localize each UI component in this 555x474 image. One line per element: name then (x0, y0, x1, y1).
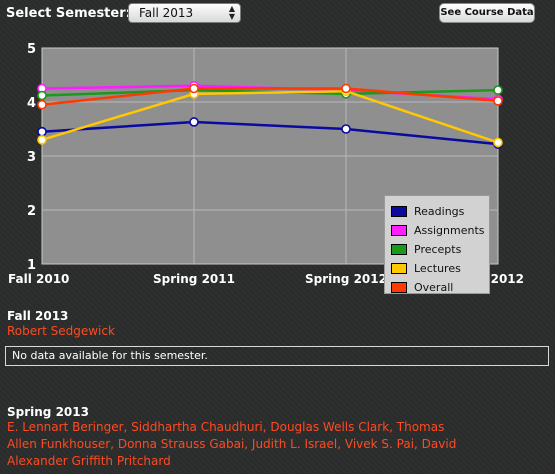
no-data-notice: No data available for this semester. (5, 346, 549, 366)
fall-2013-instructors: Robert Sedgewick (7, 324, 115, 338)
series-point-lectures (37, 135, 47, 145)
legend-item-readings: Readings (391, 202, 489, 221)
semester-label: Select Semester: (6, 6, 131, 21)
legend-label: Assignments (414, 224, 485, 237)
series-point-lectures (493, 137, 503, 148)
legend-swatch (391, 282, 407, 293)
legend-swatch (391, 206, 407, 217)
legend-item-precepts: Precepts (391, 240, 489, 259)
series-point-readings (37, 126, 47, 137)
series-point-readings (189, 117, 199, 127)
spring-2013-instructors-line-2: Allen Funkhouser, Donna Strauss Gabai, J… (7, 437, 457, 451)
y-tick-label: 3 (27, 150, 36, 165)
series-point-overall (189, 83, 199, 94)
y-tick-label: 1 (27, 258, 36, 273)
semester-select-value: Fall 2013 (139, 6, 194, 20)
semester-select[interactable]: Fall 2013 ▲ ▼ (128, 3, 241, 23)
series-line-lectures (41, 89, 499, 144)
see-course-data-button[interactable]: See Course Data (439, 3, 535, 23)
legend-swatch (391, 263, 407, 274)
spring-2013-instructors-line-3: Alexander Griffith Pritchard (7, 454, 171, 468)
toolbar: Select Semester: Fall 2013 ▲ ▼ See Course… (0, 0, 555, 28)
x-tick-label: Spring 2012 (305, 272, 387, 286)
legend-label: Overall (414, 281, 454, 294)
spring-2013-section: Spring 2013 E. Lennart Beringer, Siddhar… (7, 405, 456, 470)
legend-label: Lectures (414, 262, 461, 275)
legend-swatch (391, 225, 407, 236)
series-line-overall (41, 87, 499, 106)
fall-2013-title: Fall 2013 (7, 309, 69, 323)
fall-2013-section: Fall 2013 Robert Sedgewick (7, 309, 115, 340)
legend-swatch (391, 244, 407, 255)
series-point-overall (493, 96, 503, 106)
series-point-overall (341, 83, 351, 94)
y-tick-label: 5 (27, 42, 36, 57)
x-tick-label: Spring 2011 (153, 272, 235, 286)
ratings-chart: 1 2 3 4 5 Fall 2010 Spring 2011 Spring 2012 Fall… (0, 34, 555, 298)
select-arrows-icon: ▲ ▼ (228, 4, 235, 21)
legend-label: Readings (414, 205, 465, 218)
series-point-readings (341, 124, 351, 134)
chart-legend: Readings Assignments Precepts Lectures Overa… (384, 195, 490, 294)
legend-label: Precepts (414, 243, 462, 256)
y-tick-label: 2 (27, 204, 36, 219)
spring-2013-title: Spring 2013 (7, 405, 89, 419)
legend-item-lectures: Lectures (391, 259, 489, 278)
series-point-overall (37, 99, 47, 110)
series-point-precepts (493, 85, 503, 95)
series-line-readings (41, 120, 499, 146)
y-tick-label: 4 (27, 96, 36, 111)
legend-item-assignments: Assignments (391, 221, 489, 240)
x-tick-label: Fall 2010 (8, 272, 69, 286)
series-point-precepts (37, 90, 47, 101)
legend-item-overall: Overall (391, 278, 489, 297)
spring-2013-instructors-line-1: E. Lennart Beringer, Siddhartha Chaudhur… (7, 420, 445, 434)
